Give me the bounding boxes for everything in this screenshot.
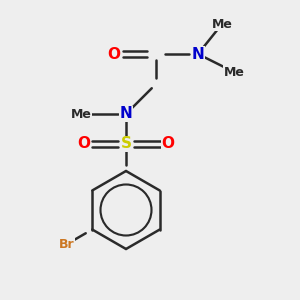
Text: Me: Me [224, 65, 244, 79]
Text: Me: Me [212, 17, 233, 31]
Text: S: S [121, 136, 131, 152]
Text: N: N [120, 106, 132, 122]
Text: O: O [161, 136, 175, 152]
Text: O: O [107, 46, 121, 62]
Text: Br: Br [58, 238, 74, 251]
Text: O: O [77, 136, 91, 152]
Text: Me: Me [70, 107, 92, 121]
Text: N: N [192, 46, 204, 62]
